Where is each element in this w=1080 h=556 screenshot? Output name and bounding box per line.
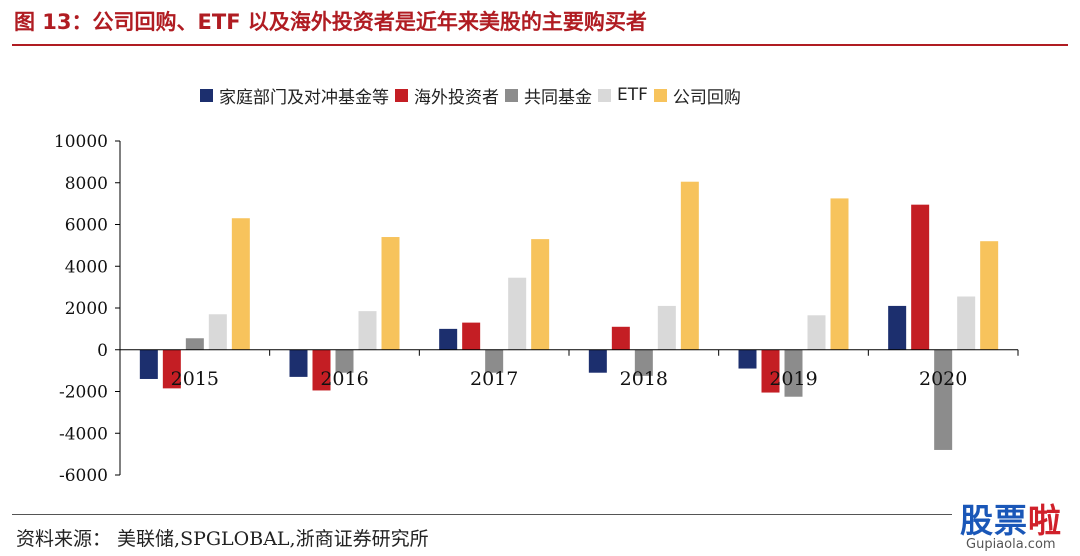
source-note: 资料来源： 美联储,SPGLOBAL,浙商证券研究所 bbox=[16, 528, 429, 550]
bar-2016-series-3 bbox=[335, 349, 354, 373]
legend-swatch bbox=[395, 88, 408, 102]
bar-2019-series-3 bbox=[784, 349, 803, 397]
bar-2018-series-1 bbox=[588, 349, 607, 373]
y-tick-label: 0 bbox=[97, 341, 108, 361]
legend-swatch bbox=[653, 88, 667, 102]
bar-2015-series-3 bbox=[185, 338, 204, 350]
legend-label: 共同基金 bbox=[524, 87, 592, 108]
bar-2016-series-1 bbox=[289, 349, 308, 377]
bar-2018-series-4 bbox=[657, 305, 676, 350]
x-tick-label: 2017 bbox=[470, 368, 518, 390]
y-tick-label: -2000 bbox=[59, 383, 108, 403]
legend-swatch bbox=[598, 88, 611, 102]
bar-2016-series-4 bbox=[358, 311, 377, 350]
bar-2017-series-4 bbox=[508, 277, 527, 350]
bar-2015-series-5 bbox=[231, 218, 250, 350]
x-tick-label: 2018 bbox=[620, 368, 668, 390]
bar-2017-series-5 bbox=[531, 239, 550, 350]
bar-2018-series-3 bbox=[634, 349, 653, 376]
y-tick-label: -6000 bbox=[59, 466, 108, 486]
watermark-main-text: 股票 bbox=[960, 501, 1028, 540]
bar-2020-series-1 bbox=[888, 305, 907, 350]
watermark-accent-text: 啦 bbox=[1028, 501, 1062, 540]
legend-label: ETF bbox=[617, 85, 648, 105]
x-tick-label: 2019 bbox=[769, 368, 817, 390]
legend-item-foreign-investors: 海外投资者 bbox=[395, 83, 499, 108]
legend-item-households: 家庭部门及对冲基金等 bbox=[200, 83, 389, 108]
bar-2020-series-3 bbox=[934, 349, 953, 450]
y-tick-label: 2000 bbox=[65, 299, 108, 319]
bar-2016-series-2 bbox=[312, 349, 331, 391]
bar-2020-series-4 bbox=[957, 296, 976, 350]
watermark-logo: 股票啦 bbox=[960, 494, 1062, 542]
bar-2018-series-2 bbox=[611, 326, 630, 350]
y-tick-label: 6000 bbox=[65, 216, 108, 236]
watermark-url: Gupiaola.com bbox=[966, 537, 1056, 552]
bar-2019-series-2 bbox=[761, 349, 780, 393]
bar-2015-series-4 bbox=[208, 314, 227, 350]
y-tick-label: 8000 bbox=[65, 174, 108, 194]
bar-2020-series-2 bbox=[911, 204, 930, 350]
site-watermark: 股票啦 Gupiaola.com bbox=[960, 494, 1076, 554]
legend-item-etf: ETF bbox=[598, 85, 648, 105]
legend-swatch bbox=[200, 88, 213, 102]
legend-label: 家庭部门及对冲基金等 bbox=[219, 87, 389, 108]
y-tick-label: -4000 bbox=[59, 424, 108, 444]
y-tick-label: 4000 bbox=[65, 257, 108, 277]
y-tick-label: 10000 bbox=[54, 132, 108, 152]
source-divider bbox=[12, 514, 952, 515]
bar-2019-series-5 bbox=[830, 198, 849, 350]
bar-2015-series-2 bbox=[162, 349, 181, 389]
figure-title: 图 13：公司回购、ETF 以及海外投资者是近年来美股的主要购买者 bbox=[14, 10, 647, 34]
bar-2015-series-1 bbox=[139, 349, 158, 379]
bar-2017-series-2 bbox=[462, 322, 481, 350]
chart-legend: 家庭部门及对冲基金等 海外投资者 共同基金 ETF 公司回购 bbox=[200, 83, 747, 108]
bar-2016-series-5 bbox=[381, 237, 400, 350]
title-divider bbox=[12, 44, 1068, 46]
x-tick-label: 2016 bbox=[320, 368, 368, 390]
bar-2018-series-5 bbox=[680, 181, 699, 350]
legend-item-mutual-funds: 共同基金 bbox=[505, 83, 592, 108]
x-tick-label: 2015 bbox=[171, 368, 219, 390]
bar-2017-series-3 bbox=[485, 349, 504, 373]
bar-2019-series-1 bbox=[738, 349, 757, 369]
bar-2019-series-4 bbox=[807, 315, 826, 350]
legend-swatch bbox=[505, 88, 518, 102]
legend-item-buybacks: 公司回购 bbox=[653, 83, 741, 108]
x-tick-label: 2020 bbox=[919, 368, 967, 390]
legend-label: 公司回购 bbox=[672, 87, 741, 108]
bar-2017-series-1 bbox=[439, 328, 458, 350]
bar-2020-series-5 bbox=[980, 241, 999, 350]
legend-label: 海外投资者 bbox=[414, 87, 499, 108]
